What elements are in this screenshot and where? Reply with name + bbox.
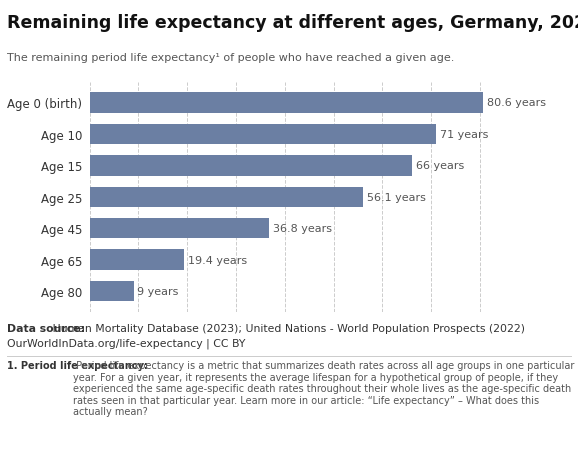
Text: 80.6 years: 80.6 years <box>487 98 546 108</box>
Bar <box>90 187 364 207</box>
Text: Period life expectancy is a metric that summarizes death rates across all age gr: Period life expectancy is a metric that … <box>73 360 575 417</box>
Text: in Data: in Data <box>513 28 547 37</box>
Bar <box>90 124 436 145</box>
Bar <box>90 281 134 302</box>
Text: 71 years: 71 years <box>440 129 488 140</box>
Text: Data source:: Data source: <box>7 324 85 334</box>
Bar <box>90 156 412 176</box>
Text: 19.4 years: 19.4 years <box>188 255 247 265</box>
Text: 66 years: 66 years <box>416 161 464 171</box>
Text: Our World: Our World <box>505 13 555 22</box>
Bar <box>90 218 269 239</box>
Bar <box>90 93 483 113</box>
Text: 1. Period life expectancy:: 1. Period life expectancy: <box>7 360 148 370</box>
Text: The remaining period life expectancy¹ of people who have reached a given age.: The remaining period life expectancy¹ of… <box>7 53 454 63</box>
Text: OurWorldInData.org/life-expectancy | CC BY: OurWorldInData.org/life-expectancy | CC … <box>7 337 245 348</box>
Text: 9 years: 9 years <box>138 286 179 297</box>
Text: 56.1 years: 56.1 years <box>367 192 426 202</box>
Text: Human Mortality Database (2023); United Nations - World Population Prospects (20: Human Mortality Database (2023); United … <box>49 324 525 334</box>
Bar <box>90 250 184 270</box>
Text: 36.8 years: 36.8 years <box>273 224 332 234</box>
Text: Remaining life expectancy at different ages, Germany, 2021: Remaining life expectancy at different a… <box>7 14 578 32</box>
